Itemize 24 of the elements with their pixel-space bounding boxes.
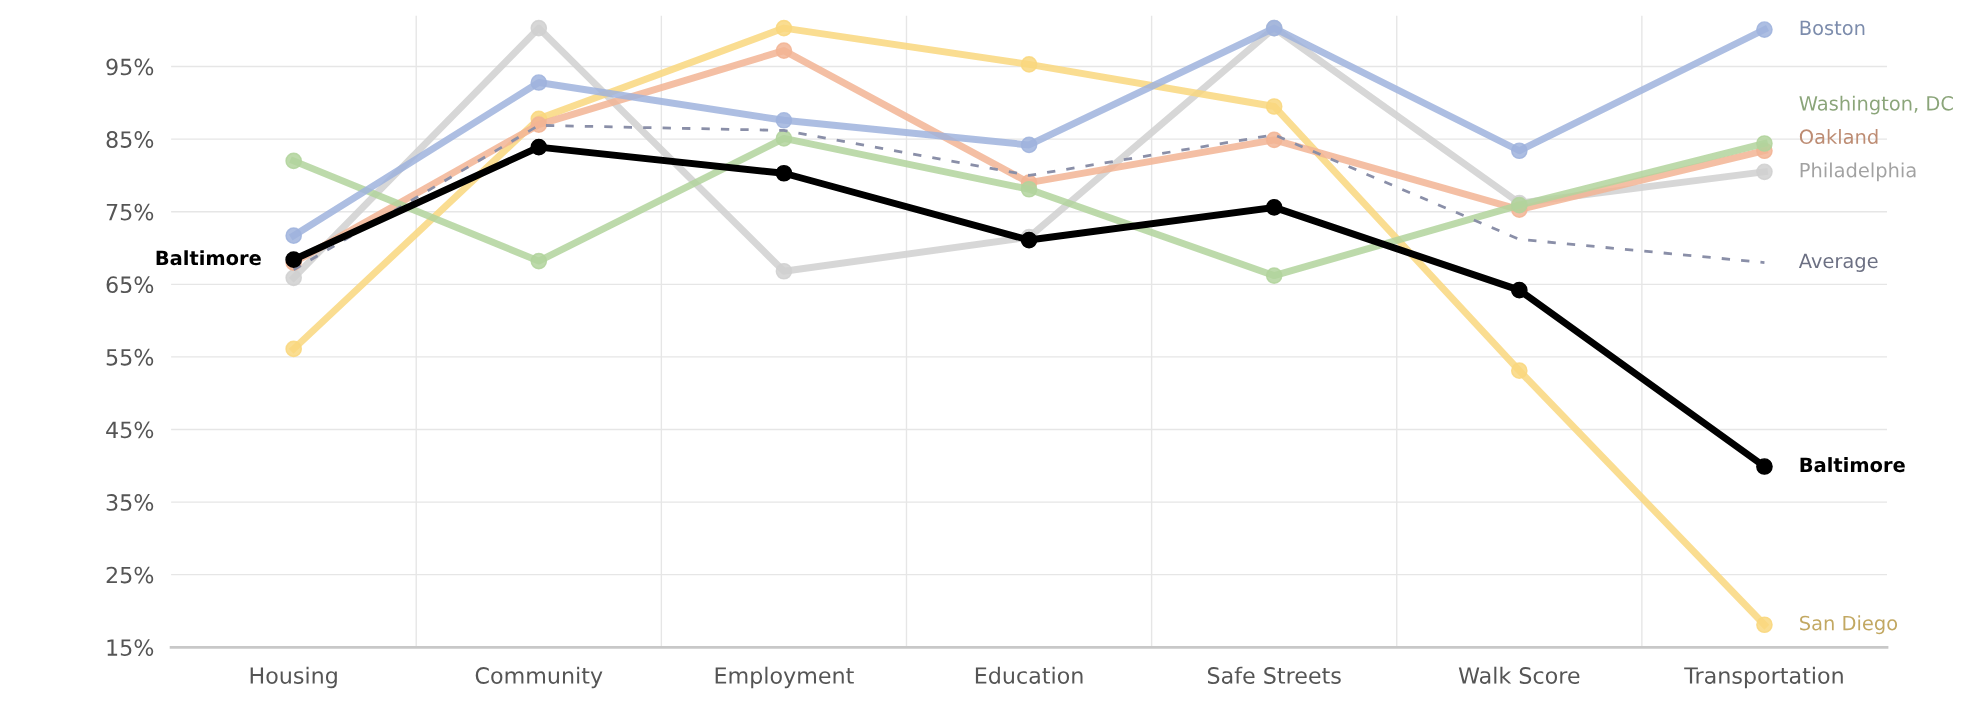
series-label: Baltimore <box>1800 457 1905 473</box>
series-label: Boston <box>1800 20 1865 36</box>
y-tick-label: 35% <box>106 494 154 511</box>
x-tick-label: Walk Score <box>1458 666 1580 684</box>
x-tick-label: Education <box>975 666 1083 684</box>
annotation: Baltimore <box>156 250 261 266</box>
y-tick-label: 95% <box>106 58 154 76</box>
y-tick-label: 25% <box>106 566 154 584</box>
x-tick-label: Safe Streets <box>1207 666 1341 684</box>
y-tick-label: 55% <box>106 348 154 366</box>
series-label: Oakland <box>1799 129 1878 145</box>
y-tick-label: 85% <box>106 131 154 148</box>
x-tick-label: Community <box>475 666 603 689</box>
x-tick-label: Transportation <box>1684 666 1843 689</box>
y-tick-label: 15% <box>107 639 154 657</box>
series-label: Washington, DC <box>1799 95 1953 115</box>
y-tick-label: 75% <box>106 203 154 221</box>
x-tick-label: Housing <box>250 666 337 689</box>
y-tick-label: 45% <box>106 421 154 439</box>
series-label: Philadelphia <box>1800 162 1916 182</box>
x-tick-label: Employment <box>715 666 854 689</box>
series-label: San Diego <box>1800 615 1898 635</box>
series-label: Average <box>1798 253 1878 272</box>
y-tick-label: 65% <box>106 276 154 294</box>
